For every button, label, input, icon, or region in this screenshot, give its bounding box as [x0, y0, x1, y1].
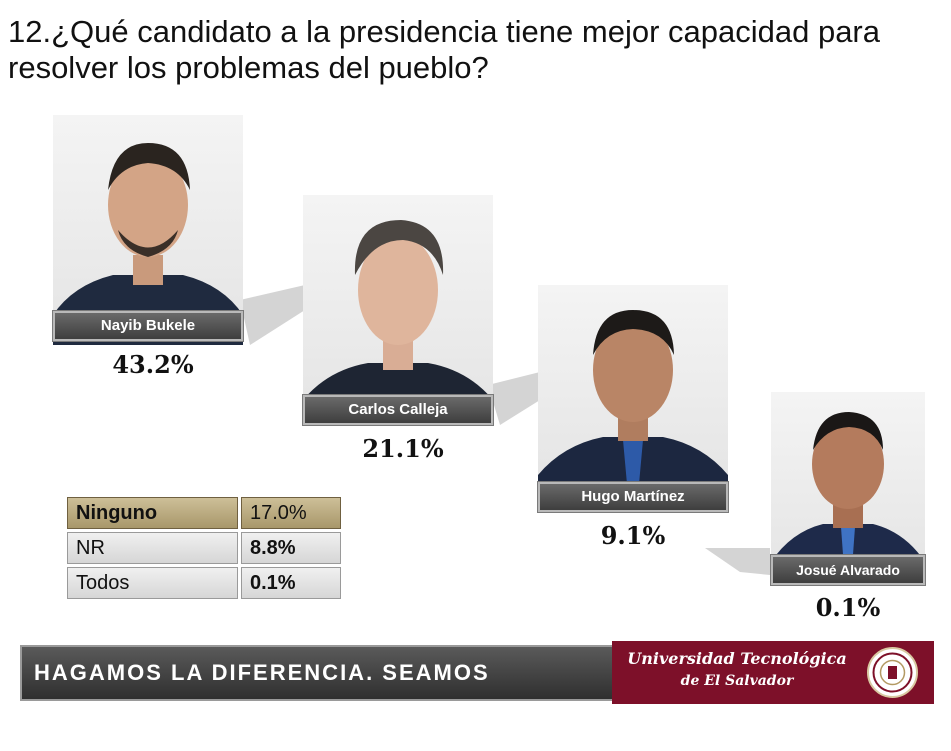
page-title: 12.¿Qué candidato a la presidencia tiene… [8, 14, 880, 85]
candidate-percent: 0.1% [815, 593, 881, 622]
person-silhouette-icon [771, 412, 925, 582]
candidate-name: Josué Alvarado [770, 554, 926, 586]
person-silhouette-icon [303, 220, 493, 425]
table-row: Ninguno 17.0% [67, 497, 341, 529]
candidate-percent: 9.1% [600, 521, 666, 550]
candidate-name: Hugo Martínez [537, 481, 729, 513]
candidate-name: Nayib Bukele [52, 310, 244, 342]
row-label: Ninguno [67, 497, 238, 529]
candidate-photo [771, 392, 925, 582]
candidate-percent: 21.1% [362, 434, 444, 463]
row-value: 17.0% [241, 497, 341, 529]
university-name: Universidad Tecnológica [627, 649, 847, 668]
connector-arrows [240, 285, 770, 575]
university-seal-icon [867, 647, 918, 698]
row-value: 8.8% [241, 532, 341, 564]
candidate-percent: 43.2% [112, 350, 194, 379]
other-results-table: Ninguno 17.0% NR 8.8% Todos 0.1% [64, 494, 344, 602]
row-label: Todos [67, 567, 238, 599]
person-silhouette-icon [538, 310, 728, 495]
slogan-banner: HAGAMOS LA DIFERENCIA. SEAMOS MEJORES. [20, 645, 620, 737]
table-row: NR 8.8% [67, 532, 341, 564]
university-logo-block: Universidad Tecnológica de El Salvador [612, 641, 934, 704]
table-row: Todos 0.1% [67, 567, 341, 599]
row-label: NR [67, 532, 238, 564]
row-value: 0.1% [241, 567, 341, 599]
candidate-name: Carlos Calleja [302, 394, 494, 426]
candidate-photo [53, 115, 243, 345]
candidate-photo [538, 285, 728, 495]
university-location: de El Salvador [680, 673, 794, 689]
candidate-photo [303, 195, 493, 425]
